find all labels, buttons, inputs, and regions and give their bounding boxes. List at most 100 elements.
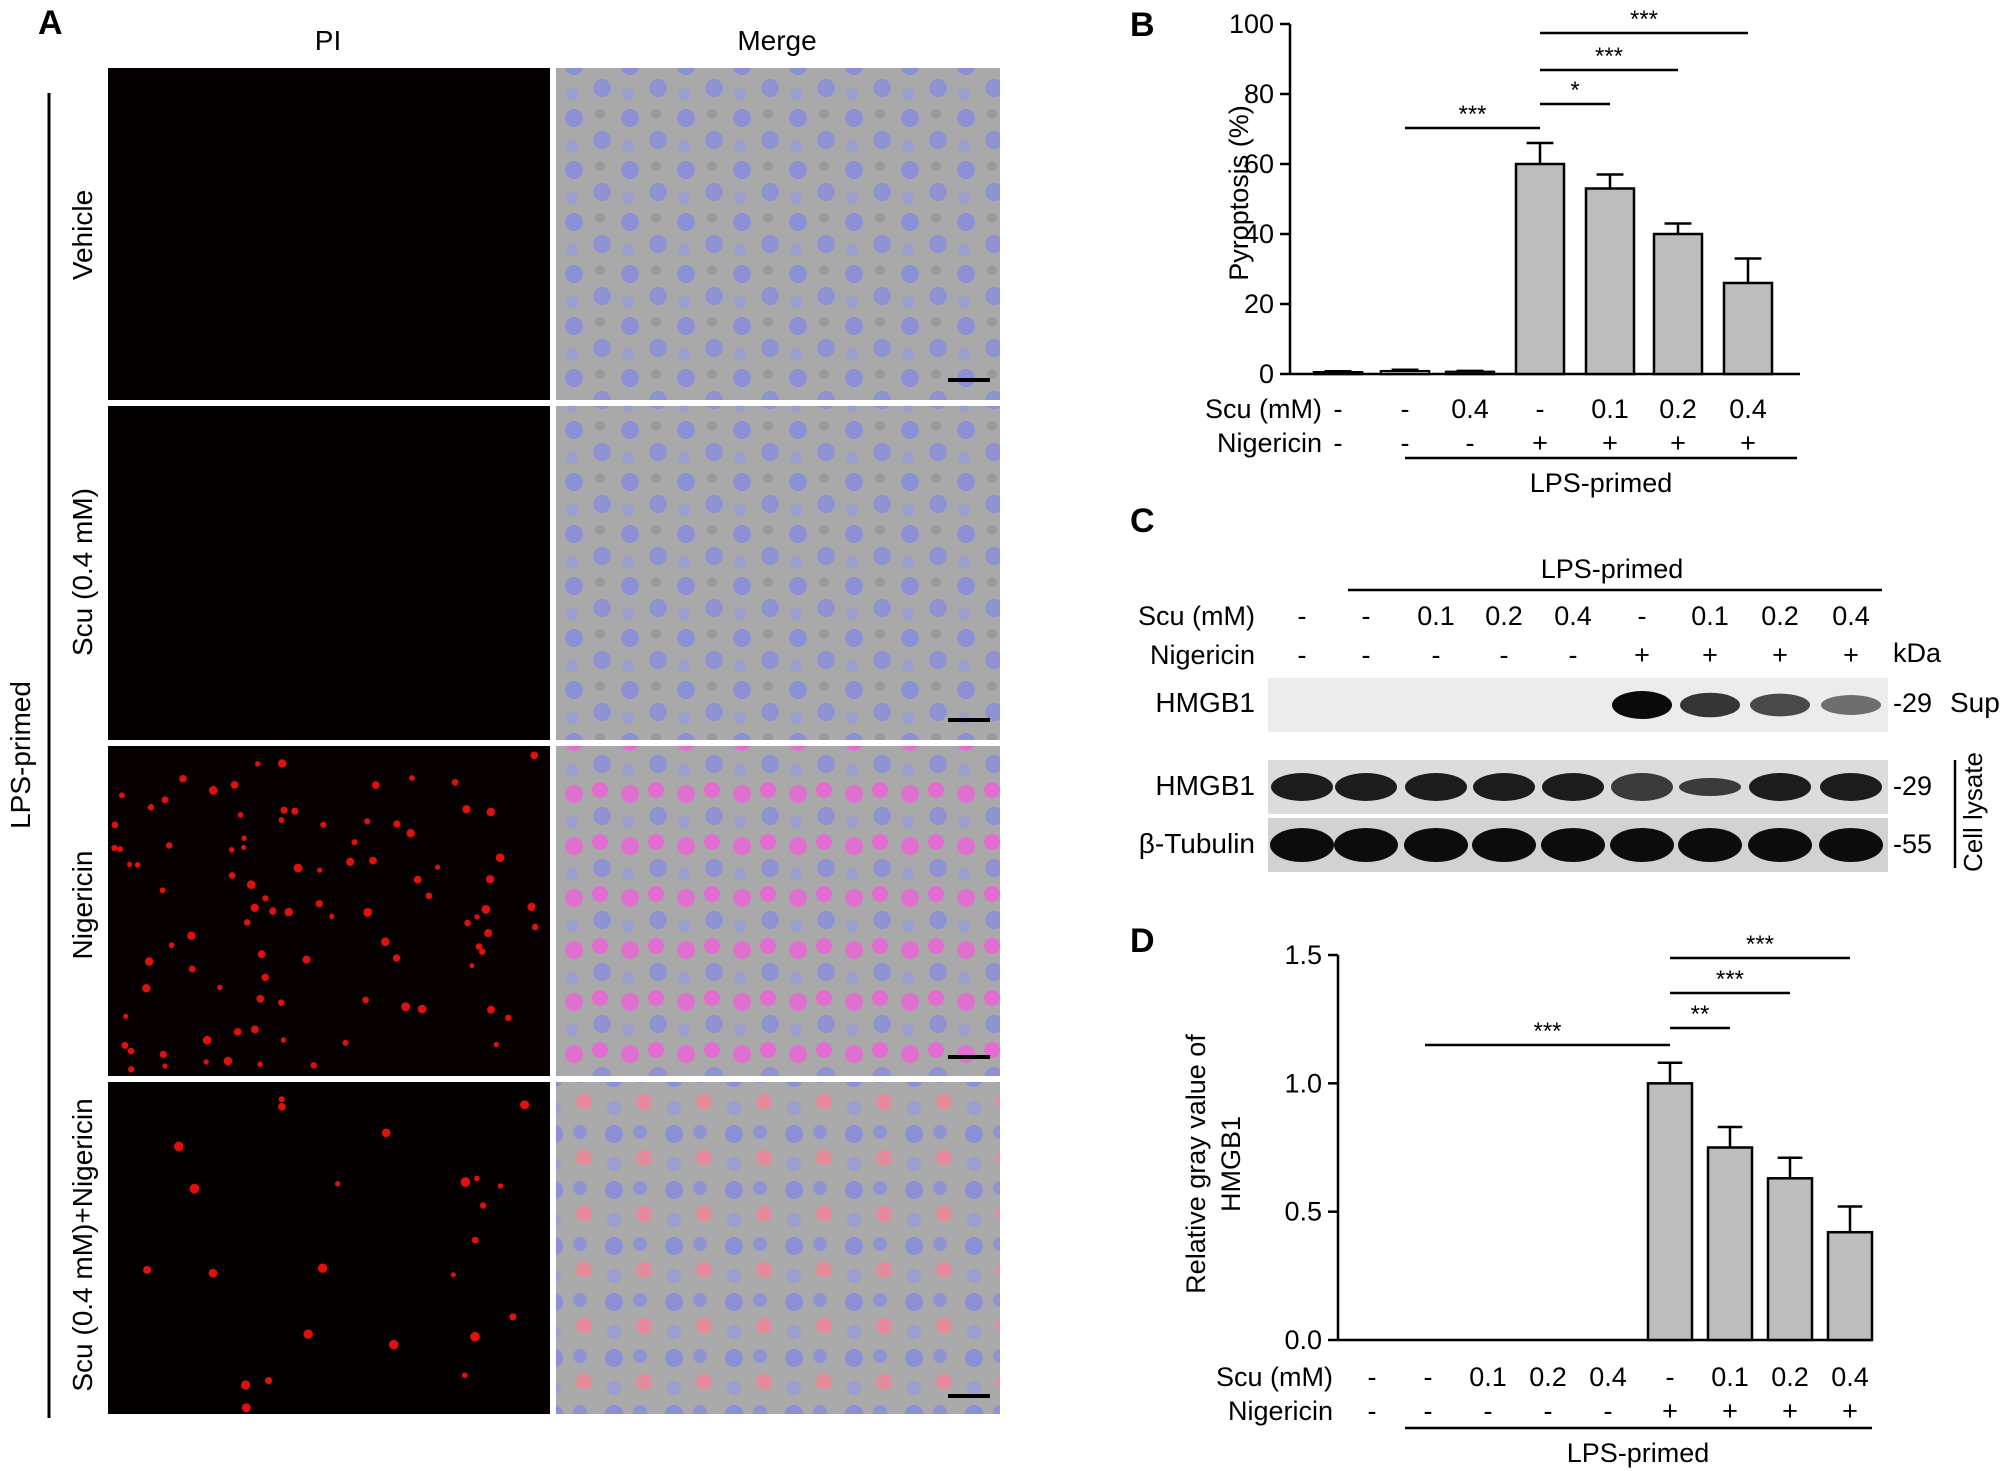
blot-label-lysate-hmgb1: HMGB1 [1155, 770, 1255, 801]
pi-dot [228, 847, 235, 853]
pi-dot [479, 948, 486, 955]
pi-dot [317, 867, 323, 873]
pi-dot [121, 1041, 129, 1049]
scu-dose-label: - [1638, 601, 1647, 631]
scu-dose-label: 0.1 [1691, 601, 1729, 631]
pi-image-nigericin [108, 746, 550, 1076]
bar [1826, 1230, 1874, 1342]
pi-dot [474, 1175, 480, 1182]
pi-dot [144, 957, 154, 966]
lps-primed-label: LPS-primed [5, 681, 36, 829]
blot-band [1541, 828, 1605, 862]
pi-dot [302, 955, 311, 964]
pi-dot [363, 908, 373, 917]
pi-dot [530, 751, 539, 760]
pi-image-scu [108, 406, 550, 740]
panel-c-row-label-scu: Scu (mM) [1138, 601, 1255, 631]
pi-dot [481, 905, 491, 914]
pi-dot [320, 821, 327, 828]
pi-dot [162, 1063, 168, 1069]
y-tick-label: 1.5 [1284, 940, 1322, 970]
blot-band [1819, 828, 1883, 862]
scu-dose-label: 0.2 [1529, 1362, 1567, 1392]
nigericin-label: - [1362, 640, 1371, 670]
bar [1652, 232, 1704, 376]
pi-positive-dots [143, 1096, 530, 1413]
pi-dot [128, 1066, 135, 1073]
bar [1584, 187, 1636, 376]
panel-d: D Relative gray value of HMGB1 0.0 0.5 1.0… [1130, 922, 1874, 1468]
pi-dot [241, 835, 247, 841]
pi-image-scu-nigericin [108, 1082, 550, 1414]
nigericin-label: - [1368, 1396, 1377, 1426]
pi-dot [329, 913, 335, 920]
pi-dot [527, 902, 536, 912]
pi-dot [284, 907, 293, 917]
panel-d-row-label-nigericin: Nigericin [1228, 1396, 1333, 1426]
column-label-merge: Merge [737, 25, 816, 56]
pi-dot [474, 914, 480, 920]
pi-dot [471, 1236, 479, 1244]
pi-dot [291, 807, 299, 815]
pi-dot [462, 805, 471, 814]
pi-dot [393, 820, 401, 828]
pi-dot [346, 857, 355, 866]
scu-dose-label: 0.4 [1554, 601, 1592, 631]
blot-band [1610, 828, 1674, 862]
pi-dot [147, 804, 155, 811]
nigericin-label: + [1532, 428, 1548, 458]
pi-dot [417, 1004, 427, 1014]
scu-dose-label: 0.4 [1589, 1362, 1627, 1392]
pi-dot [520, 1100, 530, 1110]
bar [1706, 1146, 1754, 1342]
cell-lysate-label: Cell lysate [1958, 752, 1988, 872]
pi-dot [464, 919, 471, 927]
scu-dose-label: - [1362, 601, 1371, 631]
row-label-nigericin: Nigericin [67, 851, 98, 960]
pi-dot [257, 950, 266, 959]
scu-dose-label: 0.2 [1659, 394, 1697, 424]
pi-dot [265, 1377, 273, 1385]
blot-band [1749, 773, 1811, 801]
significance-stars: ** [1691, 1001, 1710, 1028]
blot-band [1679, 778, 1741, 796]
row-label-vehicle: Vehicle [67, 190, 98, 280]
pi-dot [208, 1268, 218, 1278]
pi-dot [187, 931, 196, 940]
scu-dose-label: 0.4 [1729, 394, 1767, 424]
blot-band [1748, 828, 1812, 862]
pi-dot [342, 1039, 349, 1046]
bar [1380, 370, 1430, 376]
nigericin-label: + [1634, 640, 1650, 670]
panel-c-row-label-nigericin: Nigericin [1150, 640, 1255, 670]
pi-image-vehicle [108, 68, 550, 400]
pi-dot [362, 996, 369, 1004]
y-tick-label: 40 [1244, 219, 1274, 249]
pi-dot [278, 1096, 285, 1103]
pi-dot [484, 929, 493, 937]
panel-c-letter: C [1130, 502, 1155, 540]
pi-dot [409, 775, 415, 781]
pi-dot [241, 1380, 251, 1390]
bar [1514, 162, 1566, 376]
pi-dot [233, 1028, 242, 1036]
nigericin-label: - [1298, 640, 1307, 670]
pi-dot [277, 999, 285, 1006]
pi-dot [159, 1050, 167, 1058]
blot-mw-tubulin: -55 [1893, 829, 1932, 859]
y-tick-label: 100 [1229, 9, 1274, 39]
panel-b-letter: B [1130, 6, 1155, 44]
pi-dot [251, 1025, 259, 1034]
panel-b-lps-label: LPS-primed [1530, 468, 1673, 498]
blot-band [1270, 828, 1334, 862]
panel-c-lps-label: LPS-primed [1541, 554, 1684, 584]
pi-dot [470, 1331, 480, 1342]
panel-b-conditions: - - 0.4 - 0.1 0.2 0.4 - - - + + + + [1334, 394, 1767, 458]
pi-dot [364, 818, 371, 825]
bar [1722, 281, 1774, 376]
scu-dose-label: 0.2 [1771, 1362, 1809, 1392]
pi-dot [450, 1272, 456, 1278]
pi-dot [381, 1128, 391, 1138]
